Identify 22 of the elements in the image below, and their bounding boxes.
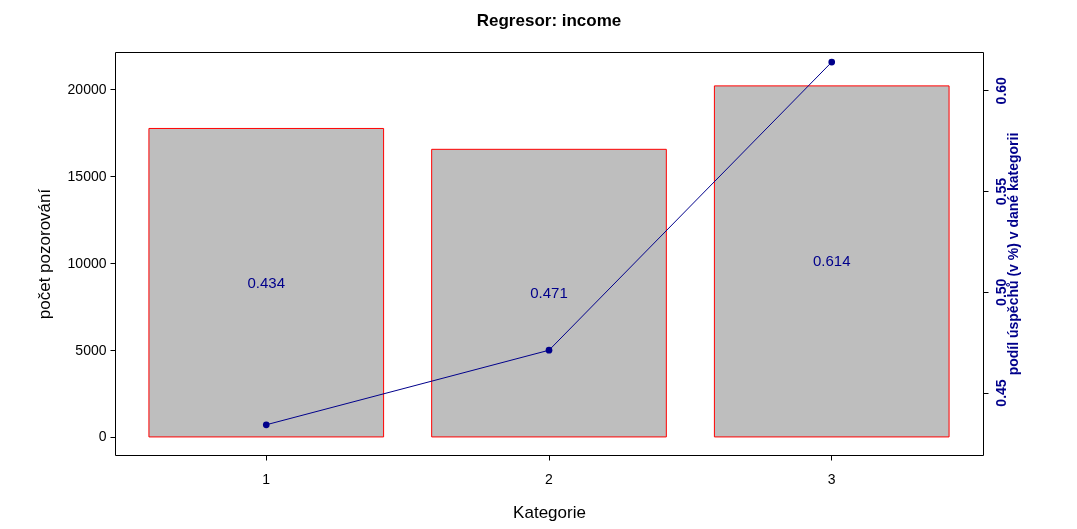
point — [262, 421, 270, 429]
x-axis-title: Kategorie — [513, 502, 586, 522]
x-tick-label: 3 — [827, 470, 836, 487]
annotation: 0.614 — [812, 252, 851, 270]
y-tick-label: 0 — [98, 428, 107, 445]
y-tick-label: 10000 — [67, 254, 107, 271]
x-tick-label: 1 — [262, 470, 271, 487]
bar — [148, 127, 385, 438]
x-tick-label: 2 — [545, 470, 554, 487]
chart-title: Regresor: income — [476, 11, 622, 30]
bar — [431, 148, 667, 438]
y-tick-label: 20000 — [67, 80, 107, 97]
y-tick-label: 5000 — [75, 341, 107, 358]
point — [545, 346, 553, 354]
y2-tick-label: 0.60 — [992, 76, 1009, 105]
annotation: 0.434 — [247, 273, 286, 291]
annotation: 0.471 — [530, 284, 568, 302]
y2-tick-label: 0.45 — [992, 379, 1009, 407]
y-tick-label: 15000 — [67, 167, 107, 184]
bar — [713, 85, 950, 438]
y-axis-title: počet pozorování — [34, 188, 54, 320]
point — [828, 58, 836, 66]
